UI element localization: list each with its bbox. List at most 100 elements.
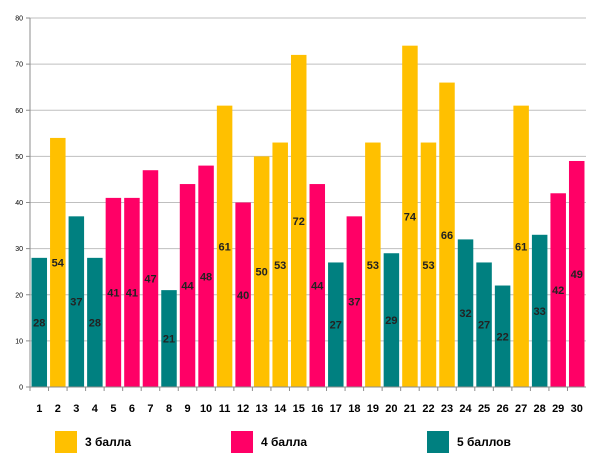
x-tick-label: 10	[200, 403, 212, 415]
bar-13	[253, 156, 270, 387]
data-label: 41	[126, 287, 138, 299]
bar-8	[161, 290, 177, 387]
bar-5	[105, 197, 122, 387]
legend-label: 5 баллов	[457, 435, 511, 449]
bar-18	[346, 216, 363, 387]
y-tick-label: 40	[15, 200, 23, 207]
bar-21	[402, 45, 418, 388]
data-label: 42	[552, 285, 564, 297]
x-tick-label: 2	[55, 403, 61, 415]
y-tick-label: 10	[15, 338, 23, 345]
bar-7	[142, 170, 159, 387]
x-tick-label: 14	[274, 403, 287, 415]
data-label: 40	[237, 290, 249, 302]
bar-11	[216, 105, 233, 387]
y-tick-label: 20	[15, 292, 23, 299]
x-tick-label: 29	[552, 403, 564, 415]
data-label: 54	[52, 257, 65, 269]
bar-29	[550, 193, 566, 387]
axes	[29, 18, 586, 388]
data-label: 28	[89, 317, 101, 329]
data-label: 53	[422, 260, 434, 272]
gridlines	[30, 17, 586, 342]
x-tick-label: 4	[92, 403, 99, 415]
bars	[31, 45, 585, 388]
x-tick-label: 12	[237, 403, 249, 415]
bar-25	[476, 262, 492, 387]
x-tick-label: 21	[404, 403, 416, 415]
x-tick-label: 6	[129, 403, 135, 415]
x-tick-label: 18	[348, 403, 360, 415]
x-tick-label: 5	[110, 403, 116, 415]
legend-swatch	[427, 431, 449, 453]
data-label: 61	[515, 241, 527, 253]
x-tick-label: 1	[36, 403, 42, 415]
data-label: 50	[256, 267, 268, 279]
bar-12	[235, 202, 251, 387]
bar-2	[50, 137, 66, 387]
data-label: 32	[459, 308, 471, 320]
bar-17	[328, 262, 344, 387]
bar-3	[68, 216, 85, 387]
x-tick-label: 16	[311, 403, 323, 415]
legend: 3 балла 4 балла 5 баллов	[55, 431, 511, 453]
x-tick-label: 20	[385, 403, 397, 415]
x-tick-label: 15	[293, 403, 305, 415]
x-tick-label: 25	[478, 403, 490, 415]
bar-24	[457, 239, 474, 387]
x-tick-label: 3	[73, 403, 79, 415]
x-tick-label: 24	[459, 403, 472, 415]
x-tick-label: 27	[515, 403, 527, 415]
x-tick-label: 7	[147, 403, 153, 415]
data-labels: 28 54 37 28 41 41 47 21 44 48 61 40 50 53 72 44 27 37 53 29…	[33, 211, 583, 345]
bar-9	[179, 184, 196, 387]
data-label: 44	[181, 281, 194, 293]
data-label: 27	[478, 320, 490, 332]
data-label: 61	[218, 241, 230, 253]
x-axis-ticks: 1 2 3 4 5 6 7 8 9 10 11 12 13 14 15 16 17 18 19 20 21 22 23 24 2…	[29, 387, 583, 415]
y-axis-ticks: 0 10 20 30 40 50 60 70 80	[15, 16, 30, 392]
legend-label: 4 балла	[261, 435, 307, 449]
y-tick-label: 50	[15, 154, 23, 161]
bar-15	[290, 54, 307, 388]
data-label: 37	[70, 297, 82, 309]
data-label: 28	[33, 317, 45, 329]
x-tick-label: 17	[330, 403, 342, 415]
y-tick-label: 70	[15, 62, 23, 69]
legend-label: 3 балла	[85, 435, 131, 449]
bar-14	[272, 142, 288, 387]
legend-swatch	[55, 431, 77, 453]
y-tick-label: 30	[15, 246, 23, 253]
y-tick-label: 0	[19, 385, 23, 392]
bar-10	[198, 165, 214, 387]
bar-6	[124, 197, 140, 387]
data-label: 21	[163, 334, 175, 346]
data-label: 74	[404, 211, 417, 223]
bar-19	[365, 142, 381, 387]
data-label: 44	[311, 281, 324, 293]
data-label: 47	[144, 274, 156, 286]
bar-22	[420, 142, 437, 387]
x-tick-label: 9	[184, 403, 190, 415]
x-tick-label: 30	[571, 403, 583, 415]
data-label: 37	[348, 297, 360, 309]
data-label: 29	[385, 315, 397, 327]
x-tick-label: 22	[422, 403, 434, 415]
x-tick-label: 28	[534, 403, 546, 415]
x-tick-label: 13	[256, 403, 268, 415]
y-tick-label: 60	[15, 108, 23, 115]
bar-16	[309, 184, 326, 387]
x-tick-label: 8	[166, 403, 172, 415]
bar-23	[439, 82, 455, 387]
bar-26	[494, 285, 511, 387]
data-label: 22	[496, 331, 508, 343]
x-tick-label: 19	[367, 403, 379, 415]
x-tick-label: 26	[496, 403, 508, 415]
data-label: 33	[534, 306, 546, 318]
bar-4	[87, 257, 103, 387]
bar-27	[513, 105, 529, 387]
bar-30	[568, 160, 585, 387]
data-label: 53	[367, 260, 379, 272]
